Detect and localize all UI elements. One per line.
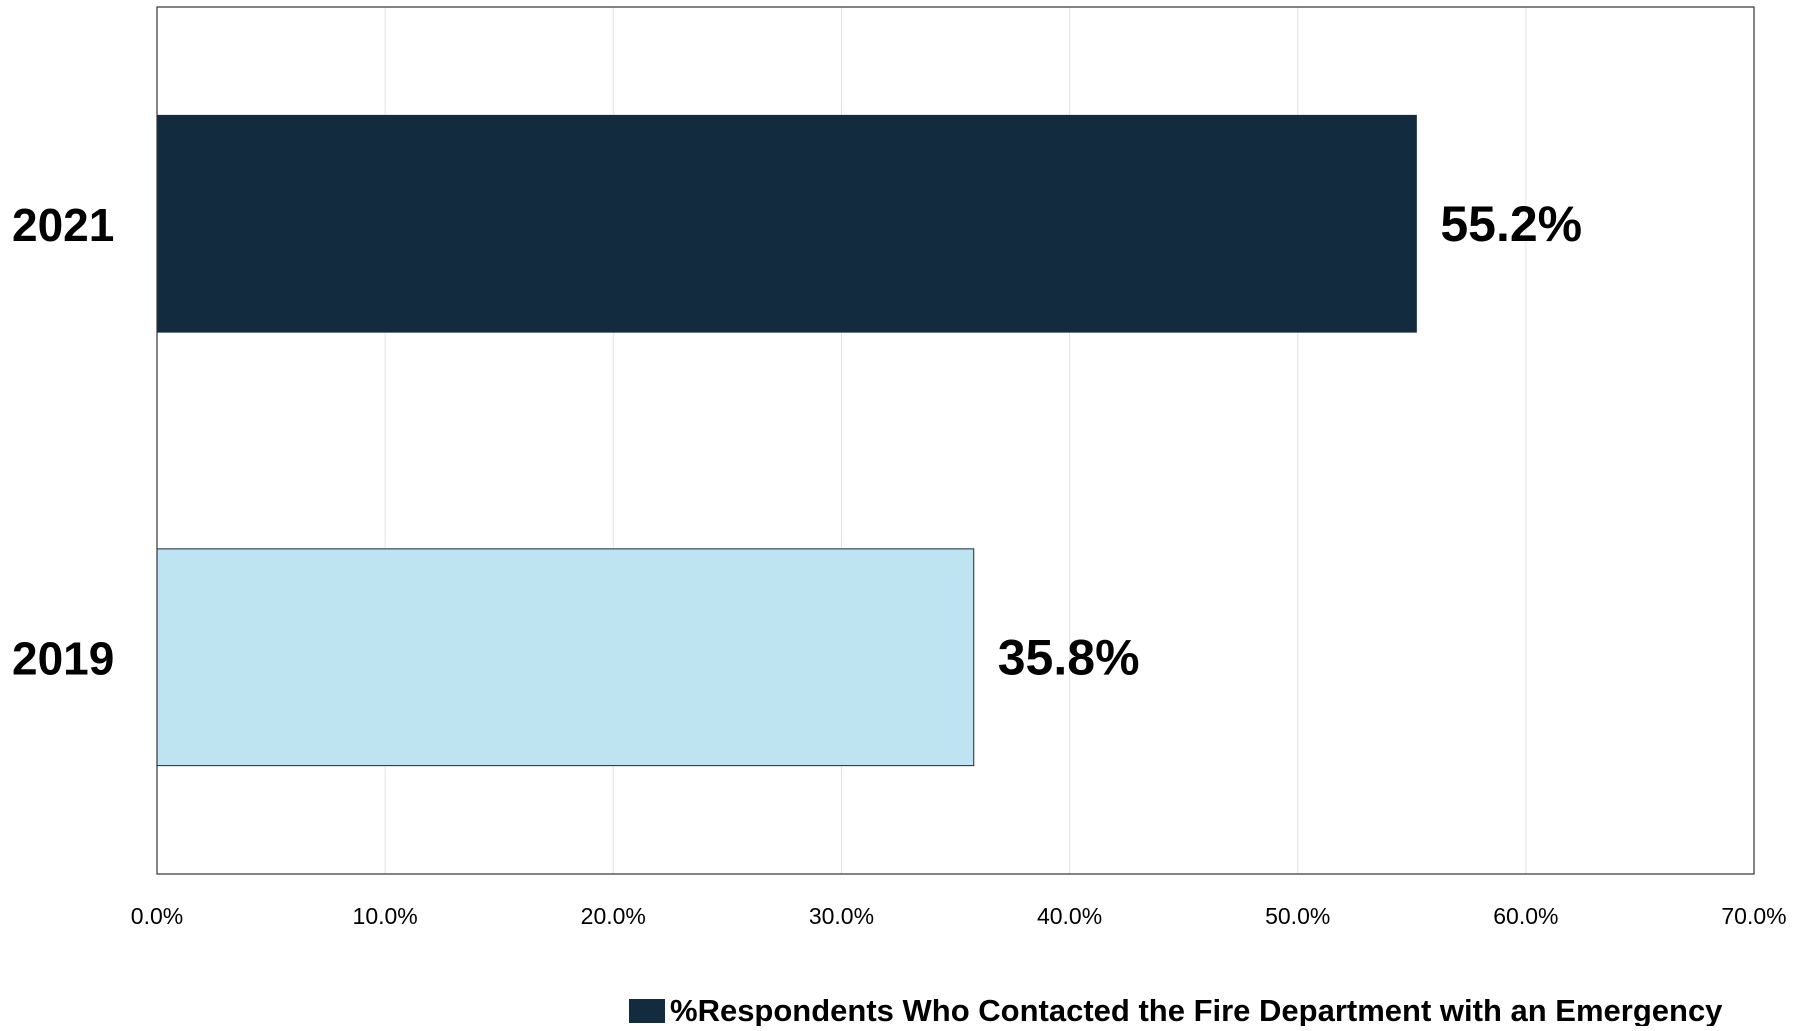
data-label-2021: 55.2% [1440, 196, 1582, 252]
plot-area-border [156, 6, 1755, 875]
x-tick-label: 70.0% [1721, 903, 1786, 929]
x-tick-label: 40.0% [1037, 903, 1102, 929]
x-tick-label: 50.0% [1265, 903, 1330, 929]
bars [156, 114, 1417, 767]
x-axis-tick-labels: 0.0% 10.0% 20.0% 30.0% 40.0% 50.0% 60.0% 70.0% [131, 903, 1787, 929]
data-label-2019: 35.8% [998, 629, 1140, 685]
x-tick-label: 10.0% [353, 903, 418, 929]
category-label-2019: 2019 [12, 632, 114, 684]
category-label-2021: 2021 [12, 199, 114, 251]
bar-2019 [156, 548, 975, 767]
legend-label: %Respondents Who Contacted the Fire Depa… [670, 993, 1723, 1026]
x-tick-label: 30.0% [809, 903, 874, 929]
bar-2021 [156, 114, 1417, 333]
x-tick-label: 0.0% [131, 903, 183, 929]
x-tick-label: 20.0% [581, 903, 646, 929]
data-labels: 55.2% 35.8% [998, 196, 1582, 686]
x-tick-label: 60.0% [1493, 903, 1558, 929]
legend-swatch [629, 999, 665, 1023]
legend: %Respondents Who Contacted the Fire Depa… [629, 993, 1723, 1028]
category-labels: 2021 2019 [12, 199, 114, 685]
